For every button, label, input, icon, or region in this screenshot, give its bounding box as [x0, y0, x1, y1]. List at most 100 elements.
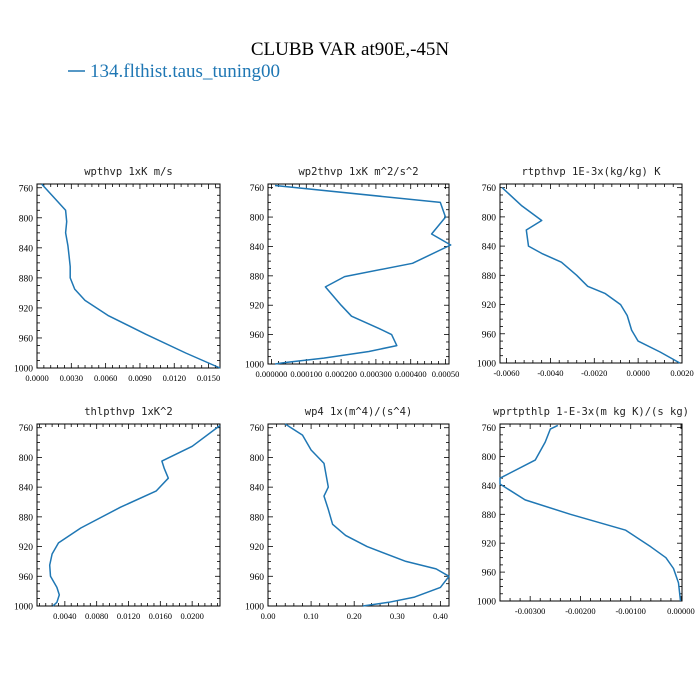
data-point	[431, 233, 432, 234]
subplot-title: rtpthvp 1E-3x(kg/kg) K	[521, 166, 661, 178]
data-point	[67, 245, 68, 246]
data-point	[340, 305, 341, 306]
data-point	[328, 509, 329, 510]
data-point	[323, 358, 324, 359]
x-tick-label: 0.0150	[197, 373, 220, 383]
data-point	[80, 527, 81, 528]
x-tick-label: 0.00050	[432, 369, 460, 379]
subplot-4: thlpthvp 1xK^2 760 800 840 880 920 960 1000 0.00…	[14, 406, 221, 621]
x-tick-label: 0.000400	[395, 369, 427, 379]
data-point	[51, 195, 52, 196]
y-tick-label: 920	[19, 543, 34, 553]
y-tick-label: 960	[482, 569, 497, 579]
data-point	[550, 428, 551, 429]
x-tick-label: 0.40	[433, 611, 448, 621]
plot-frame	[499, 423, 683, 602]
data-point	[164, 468, 165, 469]
y-tick-label: 840	[482, 243, 497, 253]
data-point	[56, 602, 57, 603]
y-tick-label: 960	[482, 330, 497, 340]
data-point	[627, 315, 628, 316]
y-tick-label: 880	[482, 272, 497, 282]
x-tick-label: 0.30	[390, 611, 405, 621]
y-tick-label: 760	[250, 424, 265, 434]
data-point	[161, 461, 162, 462]
y-tick-label: 1000	[477, 360, 496, 370]
data-point	[323, 495, 324, 496]
data-point	[345, 535, 346, 536]
data-point	[541, 220, 542, 221]
y-tick-label: 880	[250, 272, 265, 282]
x-tick-label: 0.0160	[149, 611, 172, 621]
data-point	[367, 546, 368, 547]
plot-frame	[267, 183, 450, 365]
data-point	[502, 187, 503, 188]
x-tick-label: 0.0000	[626, 368, 649, 378]
data-point	[638, 340, 639, 341]
x-tick-label: -0.0060	[493, 368, 519, 378]
data-point	[521, 205, 522, 206]
data-point	[541, 253, 542, 254]
data-point	[450, 244, 451, 245]
data-point	[414, 596, 415, 597]
plot-frame	[36, 183, 221, 369]
data-point	[156, 490, 157, 491]
y-tick-label: 800	[250, 454, 265, 464]
data-point	[58, 542, 59, 543]
data-point	[219, 367, 220, 368]
series-line	[284, 423, 450, 607]
data-point	[587, 286, 588, 287]
data-point	[66, 221, 67, 222]
x-tick-label: 0.0040	[53, 611, 76, 621]
data-point	[448, 576, 449, 577]
y-tick-label: 920	[482, 540, 497, 550]
data-point	[679, 362, 680, 363]
x-tick-label: -0.0040	[537, 368, 563, 378]
y-tick-label: 880	[19, 274, 34, 284]
subplot-title: wpthvp 1xK m/s	[84, 166, 173, 178]
x-tick-label: 0.0060	[94, 373, 117, 383]
data-point	[625, 530, 626, 531]
data-point	[435, 568, 436, 569]
x-tick-label: 0.00000	[667, 606, 695, 616]
y-tick-label: 760	[250, 184, 265, 194]
subplot-6: wprtpthlp 1-E-3x(m kg K)/(s kg) 760 800 840…	[477, 406, 695, 616]
x-tick-label: 0.10	[304, 611, 319, 621]
data-point	[673, 568, 674, 569]
data-point	[59, 594, 60, 595]
x-tick-label: 0.000000	[256, 369, 288, 379]
subplot-5: wp4 1x(m^4)/(s^4)76080084088092096010000…	[245, 406, 450, 621]
y-tick-label: 840	[19, 244, 34, 254]
data-point	[499, 483, 500, 484]
data-point	[391, 334, 392, 335]
x-tick-label: 0.00	[261, 611, 276, 621]
data-point	[328, 487, 329, 488]
data-point	[445, 216, 446, 217]
plot-frame	[499, 183, 683, 364]
x-tick-label: -0.00100	[615, 606, 645, 616]
x-tick-label: 0.0200	[180, 611, 203, 621]
series-line	[41, 183, 221, 369]
data-point	[405, 561, 406, 562]
data-point	[680, 600, 681, 601]
subplot-grid: wpthvp 1xK m/s76080084088092096010000.00…	[14, 166, 695, 621]
data-point	[74, 289, 75, 290]
x-tick-label: 0.0080	[85, 611, 108, 621]
data-point	[379, 328, 380, 329]
x-tick-label: 0.000300	[360, 369, 392, 379]
y-tick-label: 760	[19, 424, 34, 434]
y-tick-label: 1000	[245, 603, 264, 613]
series-line	[501, 187, 681, 364]
figure-title: CLUBB VAR at90E,-45N	[251, 39, 450, 60]
y-tick-label: 1000	[14, 603, 33, 613]
data-point	[388, 602, 389, 603]
data-point	[52, 553, 53, 554]
data-point	[526, 229, 527, 230]
data-point	[678, 582, 679, 583]
data-point	[274, 185, 275, 186]
y-tick-label: 840	[482, 482, 497, 492]
y-tick-label: 920	[482, 301, 497, 311]
subplot-title: wp2thvp 1xK m^2/s^2	[298, 166, 418, 178]
data-point	[219, 425, 220, 426]
